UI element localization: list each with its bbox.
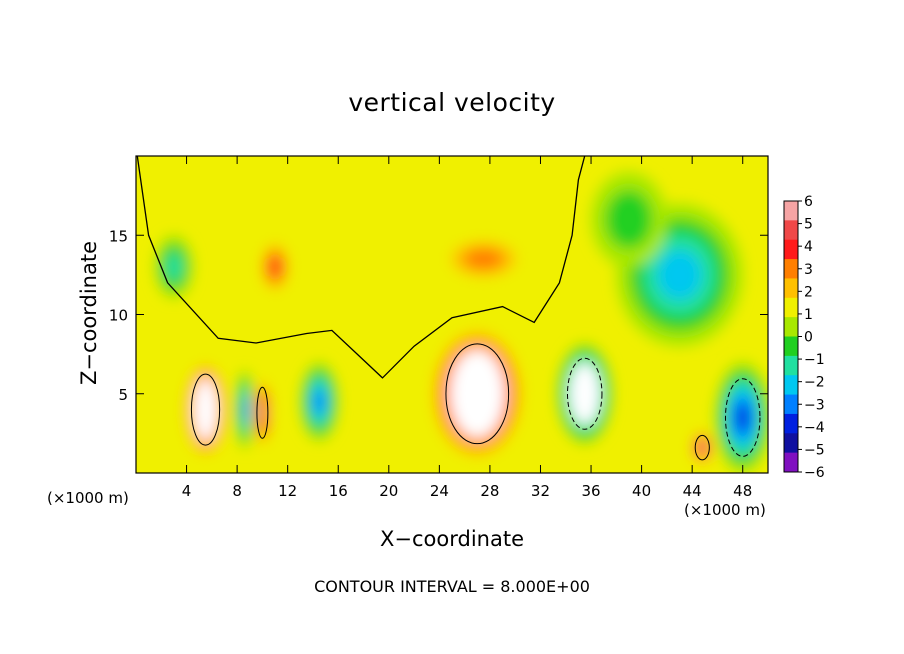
- colorbar-swatch-7: [784, 336, 798, 357]
- colorbar-tick-label-7: −1: [804, 352, 825, 368]
- x-unit-label-right: (×1000 m): [684, 501, 766, 519]
- colorbar-tick-label-5: 1: [804, 307, 813, 323]
- x-unit-label-left: (×1000 m): [47, 489, 129, 507]
- colorbar-swatch-2: [784, 239, 798, 260]
- colorbar-swatch-1: [784, 220, 798, 241]
- x-tick-label-4: 20: [379, 482, 398, 500]
- x-tick-label-0: 4: [182, 482, 192, 500]
- colorbar-tick-label-9: −3: [804, 397, 825, 413]
- colorbar: 6 5 4 3 2 1 0 −1 −2 −3 −4 −5 −6: [783, 194, 825, 481]
- colorbar-swatch-13: [784, 452, 798, 473]
- colorbar-tick-label-3: 3: [804, 262, 813, 278]
- zero-contour-line: [136, 156, 586, 379]
- updraft-cell-4: [690, 430, 714, 466]
- contour-line-4: [694, 434, 710, 461]
- colorbar-tick-label-6: 0: [804, 330, 813, 346]
- x-tick-label-9: 40: [632, 482, 651, 500]
- colorbar-tick-label-1: 5: [804, 217, 813, 233]
- colorbar-swatch-4: [784, 278, 798, 299]
- contour-line-6: [566, 357, 603, 430]
- downdraft-cell-11: [154, 235, 193, 299]
- x-tick-label-11: 48: [733, 482, 752, 500]
- chart-title: vertical velocity: [348, 88, 556, 117]
- colorbar-tick-label-8: −2: [804, 375, 825, 391]
- colorbar-swatch-10: [784, 394, 798, 415]
- contour-line-5: [256, 386, 269, 439]
- colorbar-swatch-11: [784, 413, 798, 434]
- contour-interval-note: CONTOUR INTERVAL = 8.000E+00: [314, 577, 590, 596]
- updraft-cell-5: [253, 376, 272, 450]
- colorbar-swatch-12: [784, 433, 798, 454]
- colorbar-tick-label-12: −6: [804, 465, 825, 481]
- colorbar-swatch-8: [784, 355, 798, 376]
- y-tick-label-2: 15: [109, 227, 128, 245]
- x-tick-label-3: 16: [329, 482, 348, 500]
- x-tick-label-8: 36: [581, 482, 600, 500]
- x-tick-label-7: 32: [531, 482, 550, 500]
- colorbar-swatch-6: [784, 317, 798, 337]
- downdraft-cell-8: [235, 369, 254, 450]
- updraft-cell-1: [426, 322, 528, 466]
- colorbar-tick-label-2: 4: [804, 239, 813, 255]
- colorbar-tick-label-10: −4: [804, 420, 825, 436]
- updraft-cell-2: [258, 238, 292, 296]
- colorbar-swatch-3: [784, 259, 798, 279]
- updraft-cell-3: [439, 235, 528, 283]
- updraft-cell-0: [182, 358, 229, 461]
- colorbar-swatch-5: [784, 297, 798, 318]
- x-tick-label-10: 44: [683, 482, 702, 500]
- contour-line-1: [445, 343, 510, 445]
- contour-lines: [136, 156, 761, 461]
- downdraft-cell-7: [300, 362, 339, 442]
- x-axis-label: X−coordinate: [380, 527, 524, 551]
- downdraft-cell-6: [556, 343, 613, 445]
- colorbar-tick-label-11: −5: [804, 442, 825, 458]
- colorbar-tick-label-0: 6: [804, 194, 813, 210]
- x-tick-label-1: 8: [232, 482, 242, 500]
- colorbar-swatch-9: [784, 375, 798, 396]
- y-tick-label-1: 10: [109, 307, 128, 325]
- x-tick-label-5: 24: [430, 482, 449, 500]
- downdraft-cell-12: [591, 171, 667, 267]
- contour-line-0: [190, 373, 221, 446]
- colorbar-tick-label-4: 2: [804, 284, 813, 300]
- contour-line-9: [724, 378, 761, 457]
- colorbar-swatch-0: [784, 201, 798, 221]
- x-tick-label-6: 28: [480, 482, 499, 500]
- x-tick-label-2: 12: [278, 482, 297, 500]
- y-tick-label-0: 5: [118, 386, 128, 404]
